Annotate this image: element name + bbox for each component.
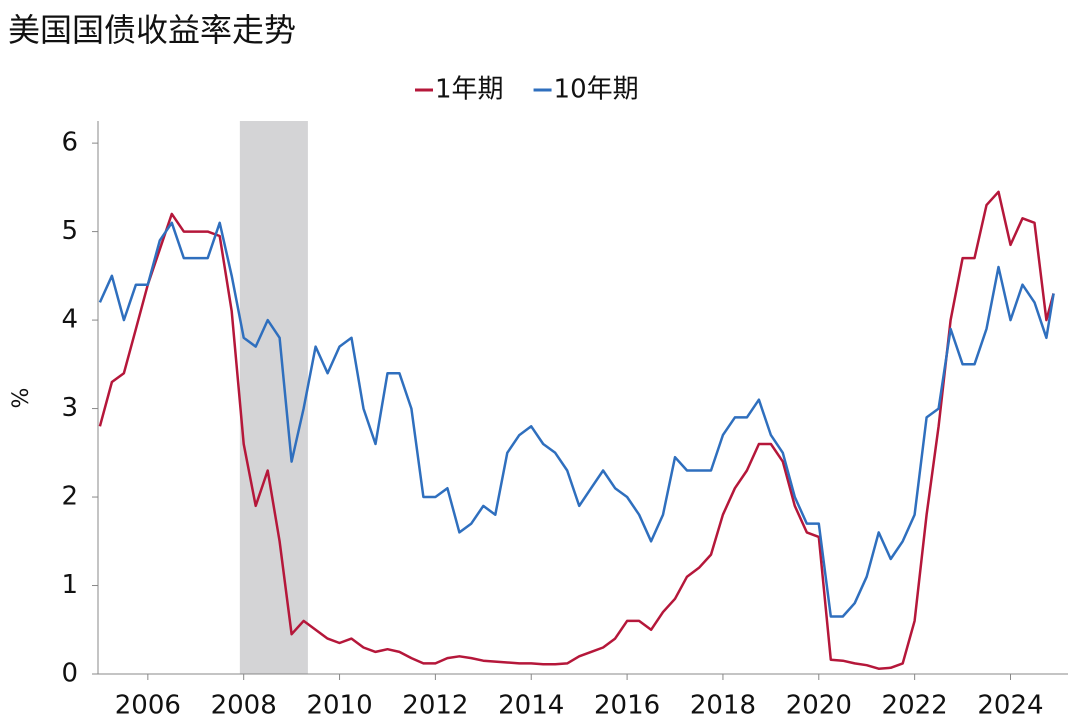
x-tick-label: 2020 bbox=[786, 691, 852, 721]
legend-label: 10年期 bbox=[554, 75, 639, 105]
x-tick-label: 2010 bbox=[306, 691, 372, 721]
y-axis-label: % bbox=[9, 388, 34, 409]
x-tick-label: 2018 bbox=[690, 691, 756, 721]
series-line bbox=[98, 221, 1055, 618]
legend-label: 1年期 bbox=[435, 75, 504, 105]
x-tick-label: 2006 bbox=[115, 691, 181, 721]
y-tick-label: 0 bbox=[61, 659, 78, 689]
x-tick-label: 2024 bbox=[977, 691, 1043, 721]
y-tick-label: 1 bbox=[61, 570, 78, 600]
x-tick-label: 2008 bbox=[211, 691, 277, 721]
x-tick-label: 2016 bbox=[594, 691, 660, 721]
y-tick-label: 6 bbox=[61, 128, 78, 158]
chart-title: 美国国债收益率走势 bbox=[8, 11, 296, 49]
y-tick-label: 4 bbox=[61, 305, 78, 335]
y-tick-label: 2 bbox=[61, 482, 78, 512]
y-tick-label: 3 bbox=[61, 393, 78, 423]
series-line bbox=[98, 190, 1055, 670]
x-tick-label: 2022 bbox=[882, 691, 948, 721]
shaded-region bbox=[239, 121, 308, 674]
y-tick-label: 5 bbox=[61, 216, 78, 246]
x-tick-label: 2014 bbox=[498, 691, 564, 721]
x-tick-label: 2012 bbox=[402, 691, 468, 721]
